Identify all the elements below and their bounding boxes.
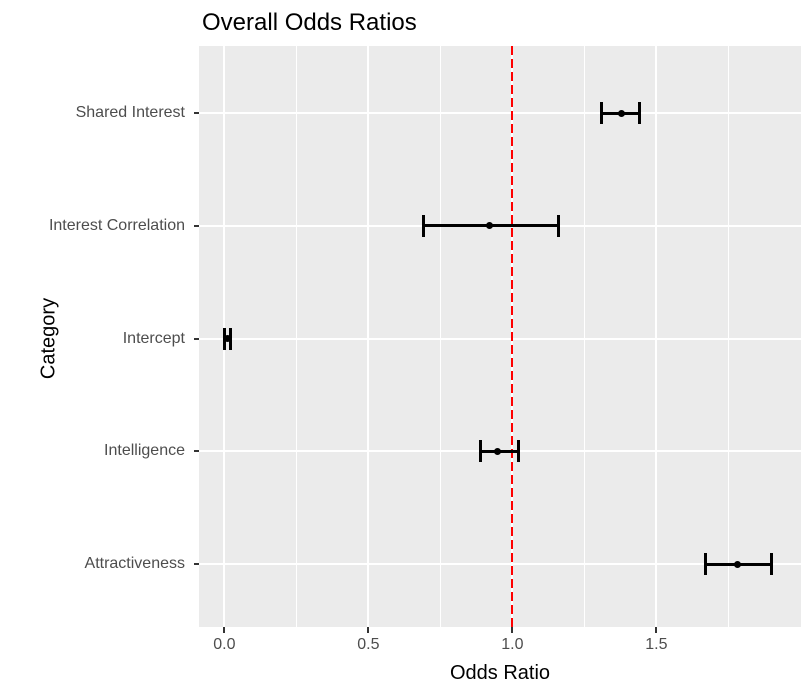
major-gridline-horizontal	[199, 112, 801, 114]
y-tick-label: Intelligence	[104, 442, 185, 460]
x-tick-label: 1.0	[501, 636, 524, 653]
data-point	[494, 447, 502, 455]
errorbar-cap-left	[421, 214, 425, 237]
y-tick-mark	[194, 224, 199, 227]
minor-gridline-vertical	[295, 46, 298, 627]
plot-panel	[199, 46, 801, 627]
y-tick-label: Interest Correlation	[48, 216, 185, 234]
x-tick-label: 0.5	[357, 636, 380, 653]
x-axis-title: Odds Ratio	[449, 662, 551, 684]
minor-gridline-vertical	[727, 46, 730, 627]
y-tick-mark	[194, 337, 199, 340]
reference-line	[511, 46, 514, 627]
major-gridline-vertical	[655, 46, 658, 627]
errorbar-cap-left	[703, 553, 707, 575]
major-gridline-horizontal	[199, 563, 801, 565]
minor-gridline-vertical	[583, 46, 586, 627]
y-tick-label: Shared Interest	[75, 104, 185, 121]
x-tick-label: 0.0	[213, 636, 236, 653]
y-tick-mark	[194, 112, 199, 114]
y-tick-label: Attractiveness	[84, 555, 185, 572]
errorbar-cap-left	[479, 440, 483, 463]
minor-gridline-vertical	[439, 46, 442, 627]
data-point	[618, 109, 626, 117]
errorbar-cap-left	[600, 102, 604, 124]
x-tick-mark	[655, 627, 658, 633]
data-point	[223, 335, 231, 342]
y-tick-mark	[194, 450, 199, 453]
errorbar-cap-right	[637, 102, 641, 124]
y-tick-label: Intercept	[122, 329, 185, 347]
data-point	[485, 222, 493, 230]
errorbar-cap-right	[556, 214, 560, 237]
major-gridline-horizontal	[199, 337, 801, 340]
y-tick-mark	[194, 563, 199, 565]
major-gridline-vertical	[367, 46, 370, 627]
errorbar-cap-right	[770, 553, 774, 575]
chart-title: Overall Odds Ratios	[202, 9, 417, 36]
data-point	[733, 560, 741, 568]
x-tick-mark	[511, 627, 514, 633]
x-tick-label: 1.5	[645, 636, 668, 653]
x-tick-mark	[367, 627, 370, 633]
errorbar-cap-right	[516, 440, 520, 463]
x-tick-mark	[223, 627, 226, 633]
